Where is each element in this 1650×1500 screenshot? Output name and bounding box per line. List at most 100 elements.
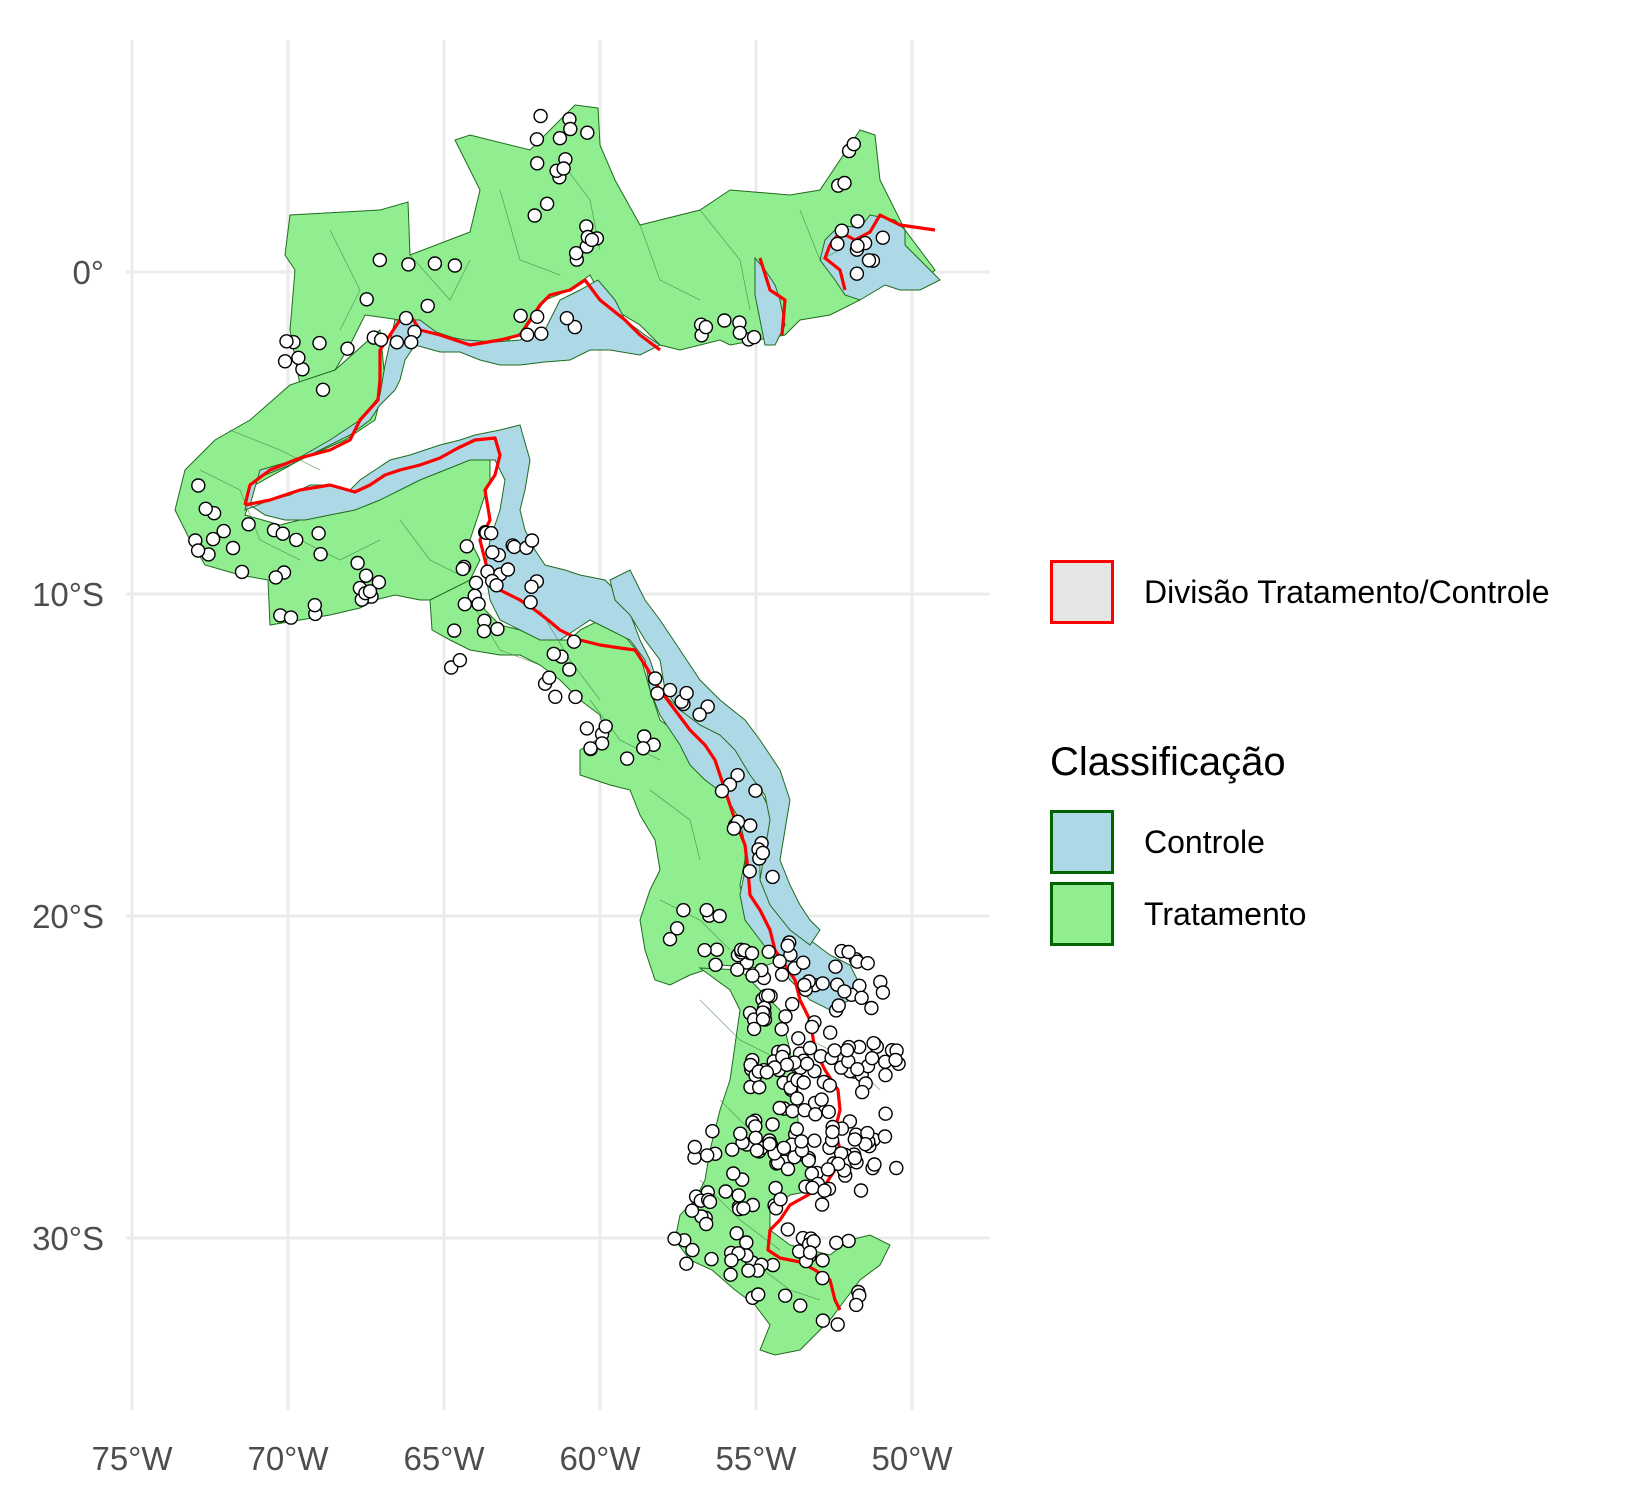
municipality-point <box>708 957 723 972</box>
municipality-point <box>307 598 322 613</box>
municipality-point <box>755 845 770 861</box>
legend-division-row: Divisão Tratamento/Controle <box>1050 560 1550 624</box>
municipality-point <box>490 621 505 637</box>
municipality-point <box>861 253 877 268</box>
y-tick-label: 30°S <box>32 1220 104 1257</box>
municipality-point <box>358 568 374 583</box>
municipality-point <box>825 1124 840 1140</box>
municipality-point <box>736 1201 751 1216</box>
municipality-point <box>751 1287 766 1302</box>
municipality-point <box>827 1043 842 1058</box>
municipality-point <box>867 1157 882 1172</box>
municipality-point <box>829 1235 844 1251</box>
municipality-point <box>340 341 355 356</box>
municipality-point <box>854 990 869 1005</box>
municipality-point <box>752 1080 767 1095</box>
municipality-point <box>804 1166 819 1181</box>
municipality-point <box>648 671 663 686</box>
municipality-point <box>864 1050 880 1066</box>
municipality-point <box>216 523 231 539</box>
municipality-point <box>731 1188 746 1203</box>
municipality-point <box>291 350 306 365</box>
municipality-point <box>729 1226 744 1241</box>
municipality-point <box>794 1134 809 1149</box>
municipality-point <box>579 721 595 736</box>
municipality-point <box>279 334 294 349</box>
municipality-point <box>780 1222 795 1237</box>
municipality-point <box>401 257 416 272</box>
municipality-point <box>823 1025 838 1040</box>
municipality-point <box>679 1256 694 1271</box>
municipality-point <box>191 478 206 493</box>
municipality-point <box>814 1197 830 1212</box>
municipality-point <box>485 545 500 560</box>
municipality-point <box>772 1100 787 1116</box>
municipality-point <box>785 996 800 1012</box>
municipality-point <box>780 938 795 953</box>
municipality-point <box>530 309 545 324</box>
border-line <box>329 159 841 331</box>
municipality-point <box>687 1139 702 1155</box>
municipality-point <box>726 1166 741 1181</box>
municipality-point <box>563 121 578 137</box>
municipality-point <box>699 903 714 918</box>
legend-controle-label: Controle <box>1144 823 1265 860</box>
municipality-point <box>799 1056 815 1072</box>
municipality-point <box>853 1183 869 1198</box>
municipality-point <box>562 662 577 677</box>
municipality-point <box>583 741 598 756</box>
municipality-point <box>533 108 548 124</box>
municipality-point <box>830 1317 845 1332</box>
municipality-point <box>749 1143 765 1158</box>
municipality-point <box>700 1148 715 1163</box>
y-tick-label: 20°S <box>32 898 104 935</box>
municipality-point <box>372 252 387 268</box>
municipality-point <box>748 1130 763 1146</box>
municipality-point <box>804 1019 820 1035</box>
municipality-point <box>373 332 389 347</box>
municipality-point <box>855 1084 870 1100</box>
municipality-point <box>817 1183 832 1198</box>
municipality-points <box>188 108 906 1332</box>
municipality-point <box>580 125 595 140</box>
municipality-point <box>527 208 542 223</box>
municipality-point <box>350 555 365 571</box>
municipality-point <box>559 311 575 326</box>
municipality-point <box>662 682 678 698</box>
municipality-point <box>471 596 486 612</box>
municipality-point <box>847 1150 863 1166</box>
municipality-point <box>725 1142 740 1157</box>
municipality-point <box>875 985 891 1000</box>
municipality-point <box>815 1270 830 1286</box>
municipality-point <box>765 869 780 885</box>
municipality-point <box>524 579 539 594</box>
municipality-point <box>457 597 472 612</box>
municipality-point <box>447 258 463 273</box>
municipality-point <box>312 335 327 351</box>
municipality-point <box>534 326 549 341</box>
municipality-point <box>542 670 557 685</box>
municipality-point <box>452 653 468 668</box>
municipality-point <box>679 685 694 701</box>
municipality-point <box>283 610 299 625</box>
municipality-point <box>546 646 561 662</box>
control-region-north-strip <box>754 256 786 346</box>
municipality-point <box>724 1253 739 1268</box>
municipality-point <box>714 783 730 799</box>
municipality-point <box>828 959 843 974</box>
municipality-point <box>765 1117 780 1132</box>
municipality-point <box>313 547 328 562</box>
municipality-point <box>797 977 812 993</box>
legend-division-label: Divisão Tratamento/Controle <box>1144 573 1550 610</box>
municipality-point <box>762 1136 777 1152</box>
municipality-point <box>821 1104 836 1120</box>
municipality-point <box>507 539 522 555</box>
legend-tratamento-label: Tratamento <box>1144 895 1307 932</box>
municipal-borders <box>199 159 881 1301</box>
municipality-point <box>796 1075 811 1090</box>
municipality-point <box>520 327 535 342</box>
municipality-point <box>524 533 540 548</box>
y-axis: 0° 10°S 20°S 30°S <box>32 254 104 1257</box>
municipality-point <box>275 526 290 541</box>
